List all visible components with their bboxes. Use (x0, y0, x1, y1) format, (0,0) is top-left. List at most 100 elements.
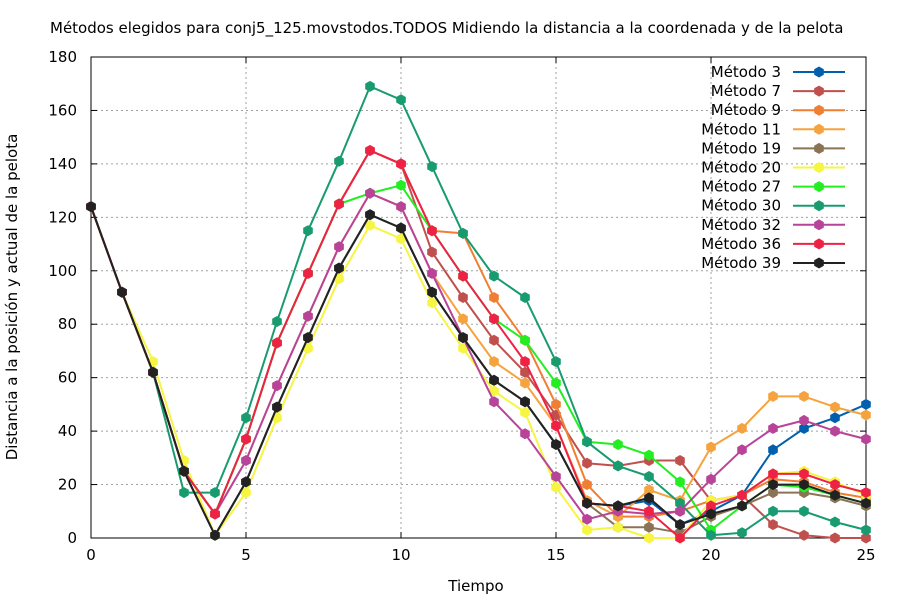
data-point (768, 505, 778, 517)
data-point (303, 225, 313, 237)
data-point (179, 487, 189, 499)
data-point (365, 209, 375, 221)
data-point (582, 457, 592, 469)
data-point (427, 225, 437, 237)
legend-marker (814, 142, 824, 154)
data-point (706, 500, 716, 512)
data-point (613, 439, 623, 450)
legend-entry: Método 39 (701, 254, 845, 272)
legend-entry: Método 9 (711, 101, 845, 119)
data-point (582, 524, 592, 536)
data-point (644, 521, 654, 533)
legend-entry: Método 32 (701, 216, 845, 234)
y-tick-label: 40 (58, 422, 77, 440)
data-point (582, 479, 592, 491)
data-point (427, 297, 437, 309)
legend-entry: Método 7 (711, 82, 845, 100)
legend-label: Método 19 (701, 139, 781, 157)
chart-title: Métodos elegidos para conj5_125.movstodo… (50, 19, 844, 38)
data-point (241, 476, 251, 488)
legend-marker (814, 238, 824, 250)
data-point (830, 412, 840, 424)
data-point (675, 505, 685, 517)
data-point (303, 267, 313, 279)
data-point (768, 468, 778, 480)
data-point (334, 241, 344, 253)
data-point (582, 513, 592, 525)
data-point (675, 497, 685, 509)
data-point (799, 390, 809, 402)
legend-label: Método 11 (701, 120, 781, 138)
data-point (706, 473, 716, 485)
data-point (489, 313, 499, 325)
data-point (241, 455, 251, 466)
data-point (520, 292, 530, 303)
legend-label: Método 20 (701, 159, 781, 177)
data-point (396, 233, 406, 245)
series-8 (86, 80, 871, 541)
y-tick-label: 0 (67, 529, 77, 547)
data-point (799, 422, 809, 434)
data-point (272, 401, 282, 413)
data-point (520, 406, 530, 418)
data-point (737, 500, 747, 512)
data-point (489, 270, 499, 282)
data-point (861, 524, 871, 536)
data-point (365, 187, 375, 199)
legend-entry: Método 30 (701, 197, 845, 215)
x-axis-label: Tiempo (447, 577, 503, 595)
x-tick-label: 10 (391, 546, 410, 564)
data-point (768, 444, 778, 456)
data-point (675, 476, 685, 488)
data-point (644, 492, 654, 504)
data-point (303, 310, 313, 322)
data-point (644, 505, 654, 517)
data-point (613, 521, 623, 533)
legend-label: Método 3 (711, 63, 781, 81)
data-point (768, 479, 778, 491)
data-point (334, 273, 344, 285)
data-point (396, 158, 406, 170)
data-point (272, 316, 282, 327)
data-point (458, 332, 468, 344)
data-point (458, 227, 468, 239)
legend-entry: Método 20 (701, 159, 845, 177)
data-point (737, 422, 747, 434)
legend-marker (814, 181, 824, 193)
data-point (396, 222, 406, 234)
y-tick-label: 180 (48, 48, 77, 66)
data-point (644, 471, 654, 482)
data-point (272, 380, 282, 392)
legend-entry: Método 11 (701, 120, 845, 138)
data-point (396, 201, 406, 213)
data-point (675, 455, 685, 466)
legend-label: Método 30 (701, 197, 781, 215)
legend-marker (814, 123, 824, 135)
data-point (613, 460, 623, 472)
series-10 (86, 145, 871, 544)
x-tick-label: 5 (241, 546, 251, 564)
data-point (210, 508, 220, 520)
data-point (241, 433, 251, 445)
data-point (768, 390, 778, 402)
data-point (241, 487, 251, 499)
data-point (861, 398, 871, 410)
data-point (644, 484, 654, 496)
data-point (520, 366, 530, 378)
data-point (830, 401, 840, 413)
data-point (737, 527, 747, 539)
data-point (210, 487, 220, 499)
legend-marker (814, 162, 824, 173)
data-point (365, 219, 375, 231)
data-point (520, 377, 530, 389)
y-tick-label: 20 (58, 476, 77, 494)
data-point (179, 465, 189, 477)
data-point (334, 155, 344, 167)
data-point (830, 425, 840, 437)
data-point (241, 412, 251, 424)
data-point (768, 519, 778, 531)
data-point (334, 198, 344, 210)
data-point (644, 449, 654, 461)
legend-entry: Método 36 (701, 235, 845, 253)
